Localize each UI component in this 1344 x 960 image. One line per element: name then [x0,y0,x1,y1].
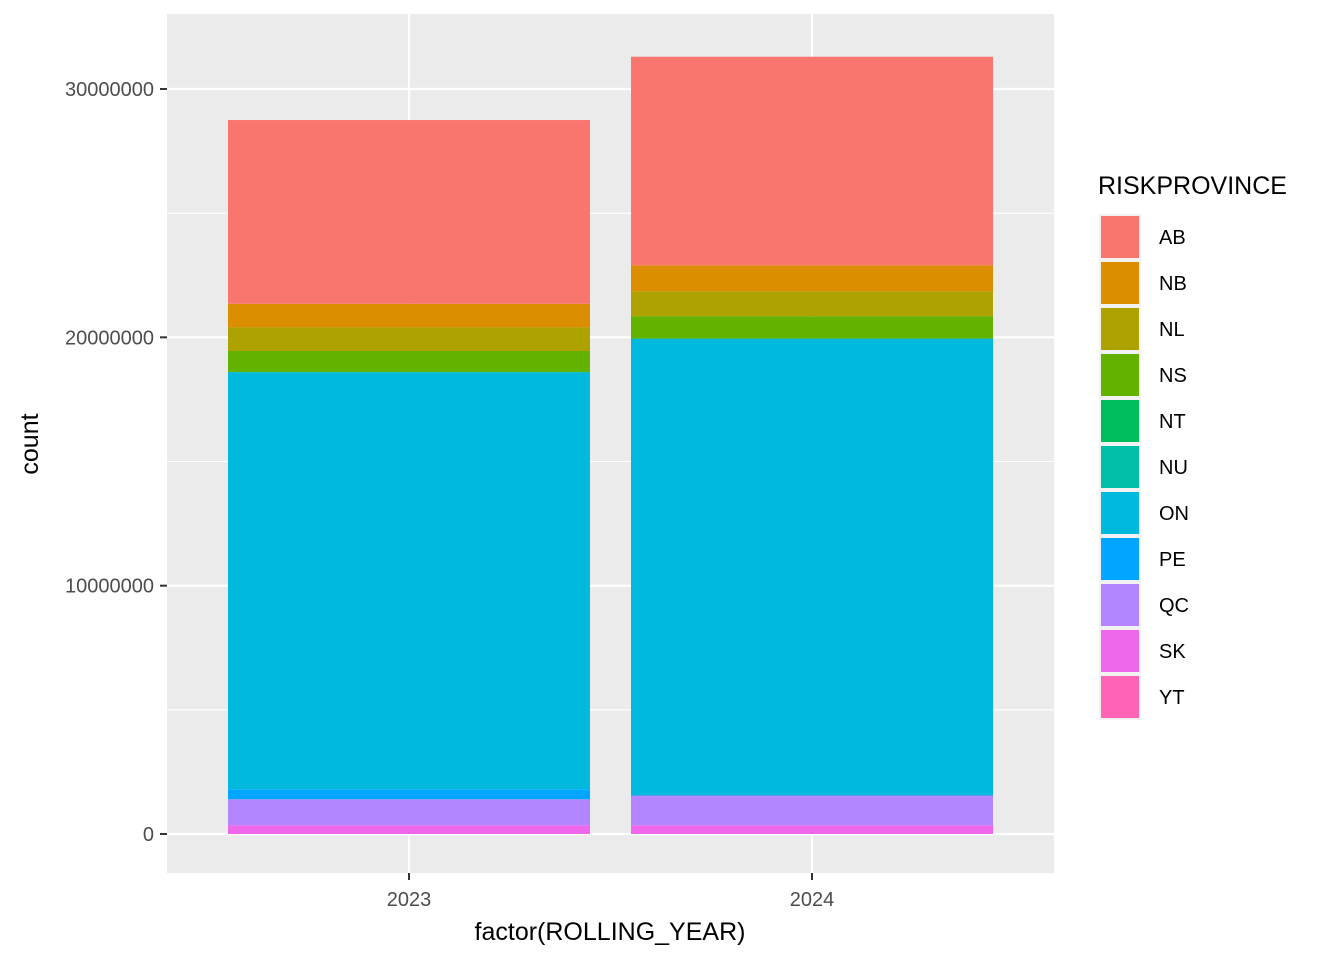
bar-segment-sk-2024 [631,825,993,834]
bars [228,56,993,834]
legend-label-sk: SK [1159,641,1186,663]
x-tick-label: 2024 [790,889,835,911]
legend-label-nu: NU [1159,457,1188,479]
bar-segment-ns-2023 [228,350,590,373]
bar-segment-ab-2023 [228,120,590,304]
bar-segment-on-2023 [228,372,590,790]
legend-label-on: ON [1159,503,1189,525]
legend-key-yt [1101,676,1139,718]
bar-segment-qc-2023 [228,799,590,826]
legend-label-nb: NB [1159,273,1187,295]
bar-segment-sk-2023 [228,825,590,834]
y-tick-label: 20000000 [65,327,154,349]
legend-key-sk [1101,630,1139,672]
bar-segment-nb-2023 [228,303,590,328]
legend-key-on [1101,492,1139,534]
legend-label-ab: AB [1159,227,1186,249]
bar-segment-pe-2023 [228,789,590,800]
legend-label-nl: NL [1159,319,1185,341]
legend-label-yt: YT [1159,687,1185,709]
legend-key-pe [1101,538,1139,580]
bar-segment-ab-2024 [631,56,993,266]
legend-key-nt [1101,400,1139,442]
legend-key-qc [1101,584,1139,626]
bar-segment-on-2024 [631,338,993,796]
legend-key-nu [1101,446,1139,488]
bar-segment-nl-2024 [631,291,993,317]
bar-segment-nb-2024 [631,265,993,292]
x-tick-label: 2023 [387,889,432,911]
legend: RISKPROVINCE AB NB NL NS NT NU ON PE QC SK YT [1098,172,1287,720]
y-axis: 0 10000000 20000000 30000000 [65,79,167,846]
legend-key-ab [1101,216,1139,258]
legend-label-qc: QC [1159,595,1189,617]
bar-segment-qc-2024 [631,795,993,826]
legend-label-ns: NS [1159,365,1187,387]
y-tick-label: 0 [143,824,154,846]
legend-key-nb [1101,262,1139,304]
y-tick-label: 30000000 [65,79,154,101]
x-axis: 2023 2024 [387,873,835,911]
legend-label-pe: PE [1159,549,1186,571]
bar-segment-nl-2023 [228,327,590,351]
bar-segment-ns-2024 [631,316,993,339]
y-tick-label: 10000000 [65,576,154,598]
legend-key-nl [1101,308,1139,350]
legend-key-ns [1101,354,1139,396]
legend-label-nt: NT [1159,411,1186,433]
y-axis-title: count [16,413,44,474]
x-axis-title: factor(ROLLING_YEAR) [475,918,746,946]
legend-title: RISKPROVINCE [1098,172,1287,200]
